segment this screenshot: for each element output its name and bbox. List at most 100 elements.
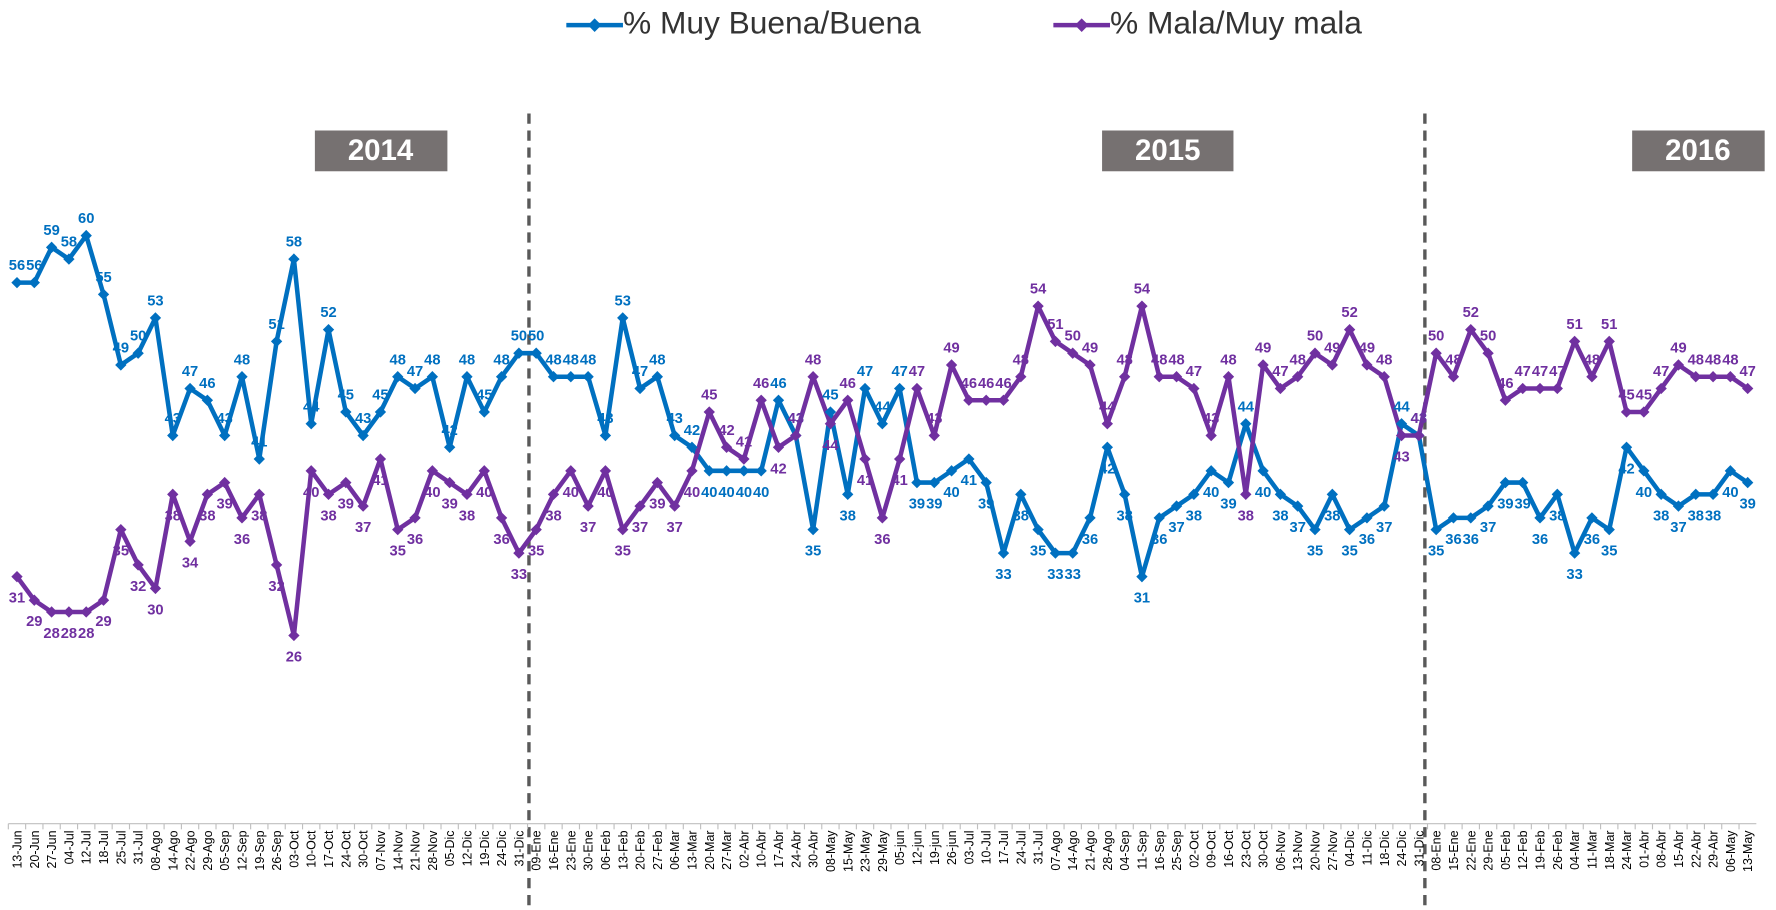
x-tick-label: 09-Ene xyxy=(530,830,544,870)
x-tick-label: 19-Dic xyxy=(478,830,492,866)
marker xyxy=(842,394,854,406)
data-label: 40 xyxy=(1255,485,1271,501)
x-tick-label: 09-Oct xyxy=(1205,830,1219,868)
marker xyxy=(1724,465,1737,477)
marker xyxy=(201,394,214,406)
marker xyxy=(634,500,646,512)
x-tick-label: 20-Mar xyxy=(703,830,717,869)
marker xyxy=(893,382,906,395)
data-label: 48 xyxy=(1445,352,1461,368)
data-label: 37 xyxy=(1480,520,1496,536)
data-label: 47 xyxy=(1739,364,1755,380)
marker xyxy=(565,371,577,383)
marker xyxy=(1447,371,1460,383)
marker xyxy=(703,406,715,418)
data-label: 28 xyxy=(78,626,94,642)
x-tick-label: 08-Ago xyxy=(149,830,163,870)
marker xyxy=(115,523,127,536)
marker xyxy=(167,429,179,442)
marker xyxy=(1413,429,1425,442)
data-label: 38 xyxy=(1705,508,1721,524)
data-label: 40 xyxy=(597,485,613,501)
data-label: 49 xyxy=(943,340,959,356)
marker xyxy=(409,382,421,395)
data-label: 43 xyxy=(1393,450,1409,466)
data-label: 40 xyxy=(424,485,440,501)
marker xyxy=(132,347,144,359)
marker xyxy=(1032,300,1044,312)
year-label: 2014 xyxy=(348,134,414,167)
marker xyxy=(1222,371,1235,383)
data-label: 46 xyxy=(995,376,1011,392)
marker xyxy=(738,465,750,477)
marker xyxy=(149,312,162,324)
data-label: 43 xyxy=(216,411,232,427)
marker xyxy=(80,606,92,618)
marker xyxy=(1136,300,1148,312)
x-tick-label: 15-May xyxy=(841,830,855,872)
data-label: 42 xyxy=(770,461,786,477)
marker xyxy=(1292,500,1304,512)
marker xyxy=(634,382,646,395)
x-tick-label: 21-Ago xyxy=(1084,830,1098,870)
marker xyxy=(1309,347,1321,359)
data-label: 46 xyxy=(753,376,769,392)
data-label: 37 xyxy=(632,520,648,536)
data-label: 48 xyxy=(580,352,596,368)
x-tick-label: 27-Nov xyxy=(1326,830,1340,871)
data-label: 31 xyxy=(1134,591,1150,607)
marker xyxy=(1742,476,1754,489)
data-label: 49 xyxy=(1359,340,1375,356)
marker xyxy=(599,465,612,477)
data-label: 36 xyxy=(407,532,423,548)
marker xyxy=(1586,371,1598,383)
data-label: 51 xyxy=(1047,317,1063,333)
marker xyxy=(409,512,421,524)
data-label: 43 xyxy=(666,411,682,427)
marker xyxy=(1551,382,1563,395)
data-label: 37 xyxy=(355,520,371,536)
data-label: 40 xyxy=(943,485,959,501)
marker xyxy=(997,547,1010,559)
marker xyxy=(1222,476,1235,489)
data-label: 36 xyxy=(1359,532,1375,548)
x-tick-label: 14-Ago xyxy=(1066,830,1080,870)
x-tick-label: 29-May xyxy=(876,830,890,872)
x-tick-label: 28-Nov xyxy=(426,830,440,871)
data-label: 42 xyxy=(684,423,700,439)
x-tick-label: 12-Dic xyxy=(461,830,475,866)
data-label: 49 xyxy=(1670,340,1686,356)
marker xyxy=(928,429,940,442)
data-label: 47 xyxy=(632,364,648,380)
marker xyxy=(565,465,577,477)
marker xyxy=(686,465,698,477)
marker xyxy=(201,488,214,501)
x-tick-label: 25-Jul xyxy=(114,830,128,864)
data-label: 37 xyxy=(1290,520,1306,536)
data-label: 45 xyxy=(822,388,838,404)
x-tick-label: 26-jun xyxy=(945,830,959,865)
x-tick-label: 24-Dic xyxy=(1395,830,1409,866)
x-tick-label: 10-Jul xyxy=(980,830,994,864)
data-label: 56 xyxy=(26,258,42,274)
x-tick-label: 25-Sep xyxy=(1170,830,1184,870)
x-tick-label: 30-Ene xyxy=(582,830,596,870)
marker xyxy=(530,347,542,359)
data-label: 54 xyxy=(1030,282,1047,298)
x-tick-label: 07-Nov xyxy=(374,830,388,871)
marker xyxy=(444,476,456,489)
marker xyxy=(1170,500,1183,512)
x-tick-label: 21-Nov xyxy=(409,830,423,871)
x-tick-label: 03-Jul xyxy=(962,830,976,864)
legend-label: % Mala/Muy mala xyxy=(1110,5,1362,41)
marker xyxy=(1343,523,1356,536)
marker xyxy=(1101,441,1113,453)
data-label: 40 xyxy=(701,485,717,501)
x-tick-label: 22-Ago xyxy=(184,830,198,870)
x-tick-label: 13-Feb xyxy=(616,830,630,869)
x-tick-label: 12-Feb xyxy=(1516,830,1530,869)
marker xyxy=(876,512,888,524)
marker xyxy=(495,371,508,383)
x-tick-label: 29-Ago xyxy=(201,830,215,870)
